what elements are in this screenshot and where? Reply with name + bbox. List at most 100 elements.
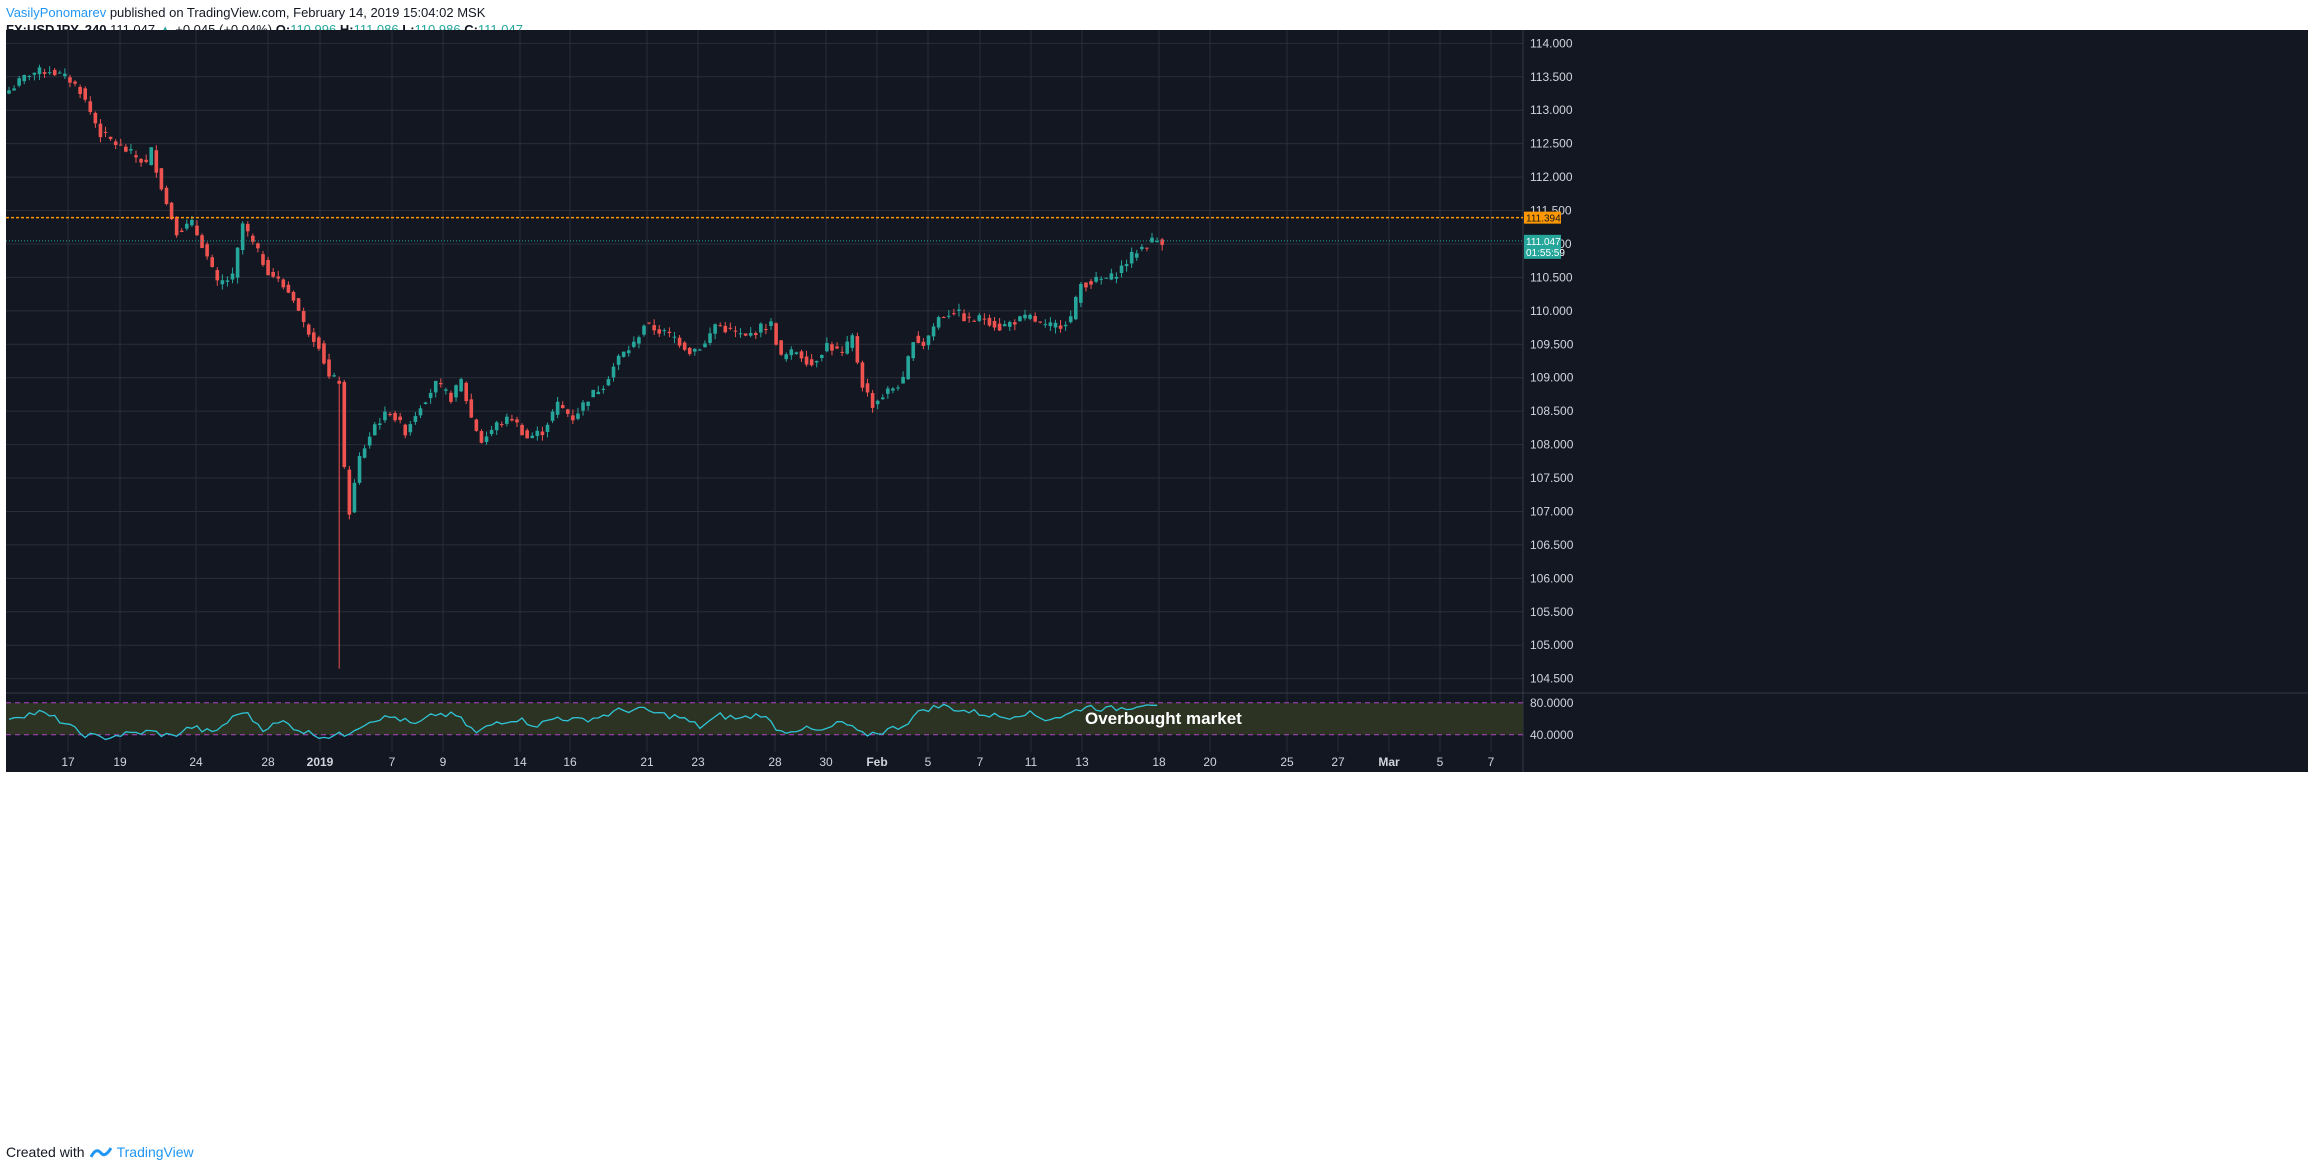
- candle-body: [433, 380, 438, 393]
- publish-info: published on TradingView.com, February 1…: [106, 5, 486, 20]
- candle-body: [1043, 324, 1048, 326]
- x-axis-tick-label: 2019: [307, 755, 334, 769]
- candle-body: [312, 332, 316, 342]
- candle-body: [464, 382, 468, 402]
- candle-body: [129, 149, 133, 151]
- candle-body: [515, 419, 519, 423]
- candle-body: [850, 335, 855, 348]
- candle-body: [550, 411, 555, 421]
- candle-body: [611, 366, 616, 378]
- candle-body: [83, 88, 87, 100]
- candle-body: [774, 323, 778, 345]
- x-axis-tick-label: 20: [1203, 755, 1217, 769]
- candle-body: [901, 376, 905, 384]
- candle-body: [1140, 246, 1144, 250]
- candle-body: [606, 379, 611, 386]
- candle-body: [271, 271, 275, 277]
- candle-body: [413, 416, 418, 422]
- candle-body: [98, 123, 103, 138]
- candle-body: [952, 313, 956, 315]
- candle-body: [753, 333, 758, 336]
- candle-body: [586, 401, 590, 406]
- candle-body: [962, 313, 966, 322]
- candle-body: [931, 326, 936, 337]
- candle-body: [906, 356, 910, 380]
- x-axis-tick-label: 14: [513, 755, 527, 769]
- candle-body: [1038, 321, 1043, 323]
- candle-body: [708, 333, 712, 343]
- candle-body: [860, 362, 865, 388]
- candle-body: [32, 72, 37, 75]
- candle-body: [1094, 276, 1098, 282]
- x-axis-tick-label: 25: [1280, 755, 1294, 769]
- candle-body: [225, 280, 230, 282]
- candle-body: [210, 257, 214, 267]
- candle-body: [682, 342, 687, 350]
- candle-body: [718, 325, 722, 327]
- candle-body: [378, 423, 382, 426]
- candle-body: [301, 311, 306, 322]
- countdown-label: 01:55:59: [1526, 248, 1565, 259]
- candle-body: [484, 436, 489, 442]
- candle-body: [875, 400, 880, 405]
- y-axis-tick-label: 106.000: [1530, 571, 1574, 585]
- candle-body: [362, 448, 367, 458]
- candle-body: [967, 316, 971, 318]
- candle-body: [637, 337, 641, 344]
- created-with-label: Created with: [6, 1144, 85, 1160]
- candle-body: [880, 397, 885, 400]
- candle-body: [357, 456, 362, 483]
- candle-body: [266, 259, 270, 276]
- candle-body: [535, 430, 540, 436]
- candle-body: [78, 86, 82, 95]
- candle-body: [139, 158, 143, 163]
- last-price-label: 111.047: [1526, 237, 1561, 248]
- candle-body: [555, 401, 560, 415]
- y-axis-tick-label: 108.000: [1530, 438, 1574, 452]
- candle-body: [88, 101, 93, 112]
- candle-body: [647, 322, 651, 324]
- y-axis-tick-label: 108.500: [1530, 404, 1574, 418]
- candle-body: [230, 273, 235, 280]
- candle-body: [281, 279, 286, 288]
- candle-body: [261, 254, 265, 265]
- candle-body: [642, 325, 646, 335]
- candle-body: [154, 150, 159, 173]
- candle-body: [809, 359, 814, 366]
- candle-body: [835, 346, 839, 349]
- candle-body: [63, 73, 67, 77]
- x-axis-tick-label: 11: [1025, 755, 1038, 769]
- y-axis-tick-label: 113.500: [1530, 70, 1573, 84]
- x-axis-tick-label: 28: [261, 755, 275, 769]
- candle-body: [499, 424, 504, 426]
- candle-body: [530, 435, 535, 439]
- candle-body: [916, 335, 921, 343]
- candle-body: [190, 219, 194, 226]
- candle-body: [388, 414, 392, 416]
- candle-body: [1089, 281, 1093, 285]
- candle-body: [1053, 322, 1058, 328]
- candle-body: [215, 270, 220, 281]
- candle-body: [1114, 276, 1119, 279]
- candle-body: [73, 81, 77, 84]
- candle-body: [195, 225, 199, 236]
- y-axis-tick-label: 105.500: [1530, 605, 1574, 619]
- candle-body: [1033, 316, 1037, 322]
- candle-body: [235, 247, 240, 278]
- candle-body: [1155, 241, 1159, 243]
- candle-body: [865, 383, 870, 393]
- tradingview-brand-link[interactable]: TradingView: [116, 1144, 194, 1160]
- candle-body: [17, 78, 21, 86]
- y-axis-tick-label: 105.000: [1530, 638, 1574, 652]
- candle-body: [327, 359, 331, 377]
- y-axis-tick-label: 112.000: [1530, 170, 1573, 184]
- candle-body: [469, 399, 474, 418]
- author-link[interactable]: VasilyPonomarev: [6, 5, 107, 20]
- x-axis-tick-label: 23: [691, 755, 705, 769]
- candle-body: [1063, 324, 1068, 327]
- candle-body: [27, 75, 32, 77]
- candle-body: [444, 389, 448, 391]
- candle-body: [256, 243, 260, 249]
- candle-body: [845, 341, 849, 354]
